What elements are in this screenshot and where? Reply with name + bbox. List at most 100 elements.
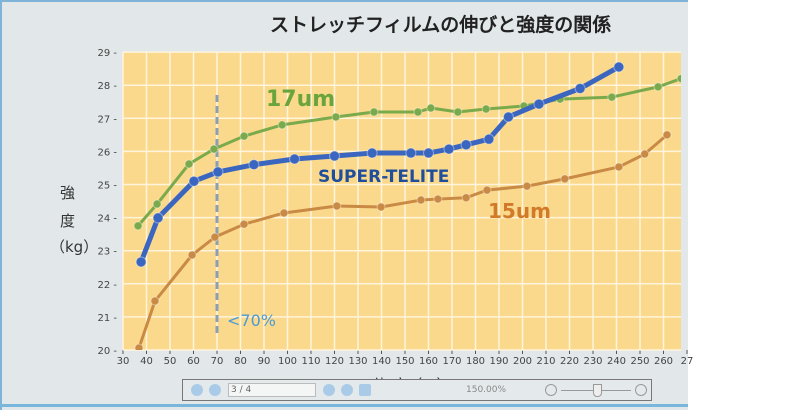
first-page-icon[interactable] (191, 384, 203, 396)
data-point (574, 83, 586, 95)
data-point (135, 256, 147, 268)
x-tick-label: 140 (372, 356, 391, 367)
data-point (443, 143, 455, 155)
data-point (416, 195, 426, 205)
data-point (461, 193, 471, 203)
zoom-level[interactable]: 150.00% (466, 385, 507, 395)
x-tick-label: 70 (211, 356, 224, 367)
zoom-out-icon[interactable] (545, 384, 557, 396)
x-tick-label: 170 (442, 356, 461, 367)
data-point (423, 147, 434, 159)
data-point (209, 144, 219, 154)
data-point (248, 159, 260, 171)
back-arrow-icon[interactable] (359, 384, 371, 396)
data-point (184, 159, 194, 169)
data-point (481, 104, 491, 114)
x-tick-label: 30 (117, 356, 130, 367)
data-point (277, 120, 287, 130)
data-point (426, 103, 436, 113)
x-tick-label: 240 (607, 356, 626, 367)
data-point (187, 250, 197, 260)
zoom-in-icon[interactable] (635, 384, 647, 396)
data-point (653, 82, 663, 92)
data-point (460, 139, 472, 151)
data-point (413, 107, 423, 117)
data-point (483, 133, 495, 145)
next-page-icon[interactable] (323, 384, 335, 396)
data-point (433, 194, 443, 204)
data-point (614, 162, 624, 172)
series-label-super-telite: SUPER-TELITE (318, 167, 449, 187)
data-point (329, 150, 340, 162)
chart-title: ストレッチフィルムの伸びと強度の関係 (270, 14, 612, 36)
data-point (640, 149, 650, 159)
data-point (366, 147, 378, 159)
x-tick-label: 110 (301, 356, 320, 367)
data-point (212, 166, 224, 178)
data-point (405, 147, 417, 159)
y-axis-label-2: 度 (60, 212, 76, 230)
y-tick-label: 25 - (97, 181, 117, 192)
x-tick-label: 100 (278, 356, 297, 367)
page-number-input[interactable]: 3 / 4 (228, 383, 316, 397)
x-tick-label: 200 (513, 356, 532, 367)
data-point (134, 343, 144, 350)
data-point (533, 98, 545, 110)
y-tick-label: 29 - (97, 48, 117, 59)
y-tick-label: 23 - (97, 247, 117, 258)
x-tick-label: 260 (654, 356, 673, 367)
x-tick-label: 80 (234, 356, 247, 367)
data-point (152, 199, 162, 209)
x-tick-label: 40 (140, 356, 153, 367)
series-group (133, 61, 681, 350)
data-point (331, 112, 341, 122)
data-point (676, 74, 681, 84)
x-tick-label: 250 (630, 356, 649, 367)
data-point (239, 219, 249, 229)
x-tick-label: 50 (164, 356, 177, 367)
data-point (133, 221, 143, 231)
x-tick-label: 60 (187, 356, 200, 367)
x-tick-label: 190 (489, 356, 508, 367)
y-tick-label: 27 - (97, 114, 117, 125)
data-point (607, 92, 617, 102)
series-label-15um: 15um (488, 199, 551, 223)
data-point (289, 153, 301, 165)
data-point (152, 212, 164, 224)
x-tick-label: 150 (395, 356, 414, 367)
x-tick-label: 180 (466, 356, 485, 367)
data-point (502, 111, 514, 123)
data-point (210, 232, 220, 242)
data-point (239, 131, 249, 141)
data-point (150, 296, 160, 306)
x-tick-label: 230 (583, 356, 602, 367)
data-point (453, 107, 463, 117)
zoom-slider-handle[interactable] (593, 384, 602, 397)
x-tick-label: 120 (325, 356, 344, 367)
x-tick-label: 27 (681, 356, 694, 367)
data-point (613, 61, 625, 73)
data-point (369, 107, 379, 117)
x-tick-label: 160 (419, 356, 438, 367)
last-page-icon[interactable] (341, 384, 353, 396)
data-point (522, 181, 532, 191)
data-point (662, 130, 672, 140)
y-axis-label-3: （kg） (50, 238, 99, 256)
y-tick-label: 24 - (97, 214, 117, 225)
x-tick-label: 90 (258, 356, 271, 367)
y-axis-label-1: 強 (60, 184, 76, 202)
x-tick-label: 210 (536, 356, 555, 367)
y-tick-label: 22 - (97, 280, 117, 291)
y-tick-label: 26 - (97, 147, 117, 158)
y-tick-label: 28 - (97, 81, 117, 92)
data-point (482, 185, 492, 195)
pdf-viewer-toolbar: 3 / 4 150.00% (182, 379, 652, 401)
threshold-label: <70% (227, 311, 276, 330)
series-label-17um: 17um (266, 87, 335, 112)
previous-page-icon[interactable] (209, 384, 221, 396)
data-point (332, 201, 342, 211)
x-tick-label: 130 (348, 356, 367, 367)
data-point (188, 175, 200, 187)
data-point (279, 208, 289, 218)
